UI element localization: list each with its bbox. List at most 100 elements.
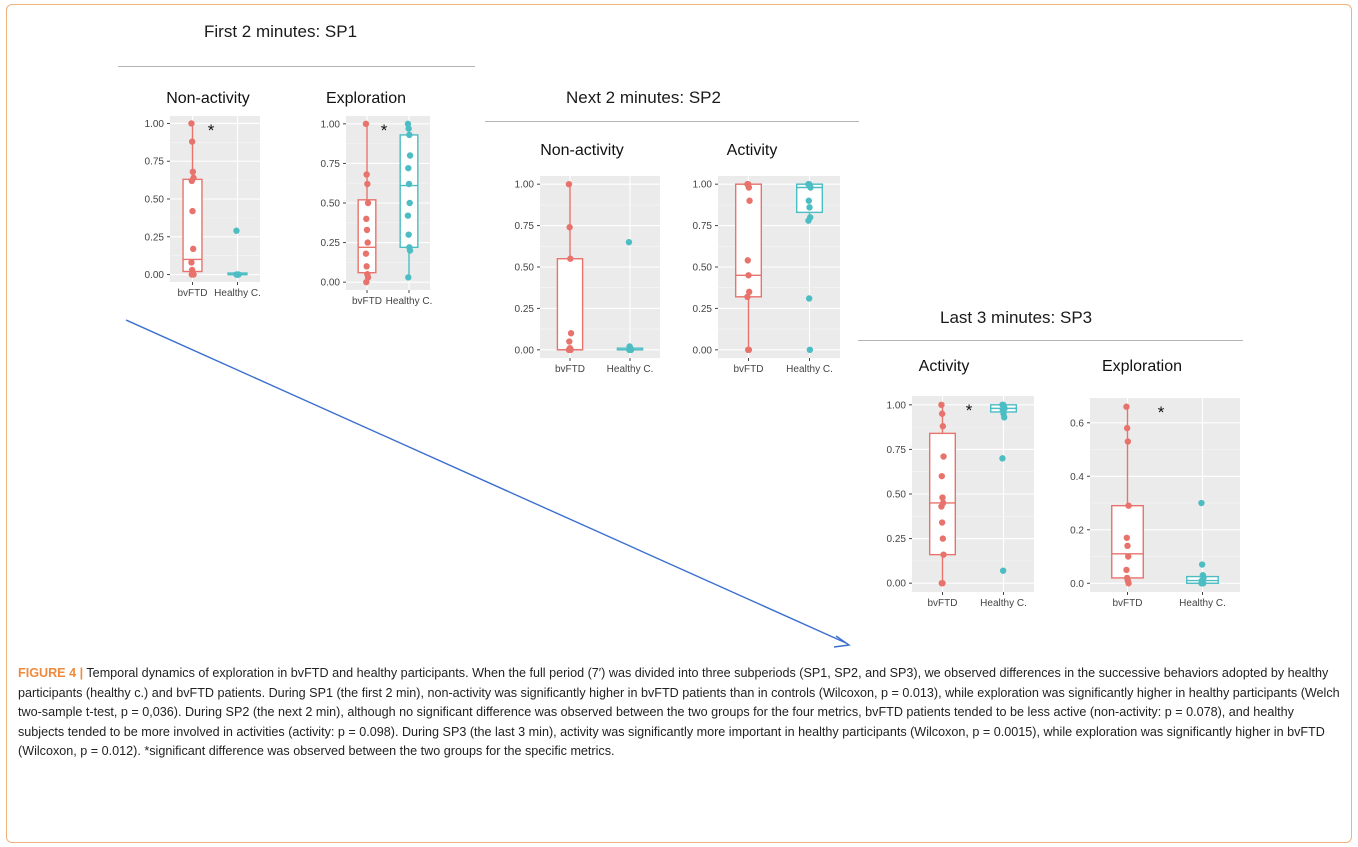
figure-frame (6, 4, 1352, 843)
data-point (405, 274, 412, 281)
chart-panel-sp1-exploration: Exploration 0.00 0.25 0.50 0.75 1.00 bvFTD Heal… (268, 82, 432, 317)
figure-caption: FIGURE 4 | Temporal dynamics of explorat… (18, 664, 1343, 762)
data-point (938, 519, 946, 526)
x-tick-label: Healthy C. (1179, 598, 1226, 609)
data-point (940, 453, 947, 460)
y-tick-label: 0.25 (693, 304, 713, 315)
data-point (1123, 534, 1130, 541)
significance-marker: * (966, 401, 973, 420)
x-tick-label: bvFTD (734, 364, 764, 375)
data-point (999, 567, 1007, 574)
x-tick-label: bvFTD (555, 364, 585, 375)
y-tick-label: 0.2 (1070, 525, 1084, 536)
data-point (1124, 542, 1131, 550)
data-point (565, 180, 573, 188)
chart-title: Non-activity (540, 142, 624, 159)
data-point (939, 579, 946, 587)
data-point (1125, 553, 1132, 560)
data-point (745, 272, 752, 279)
x-tick-label: Healthy C. (214, 288, 261, 299)
data-point (938, 472, 945, 480)
data-point (746, 288, 753, 296)
chart-panel-sp3-exploration: Exploration 0.0 0.2 0.4 0.6 bvFTD Healthy C. * (1038, 356, 1246, 626)
data-point (406, 199, 413, 207)
significance-marker: * (1158, 403, 1165, 422)
y-tick-label: 1.00 (321, 119, 341, 130)
data-point (405, 125, 412, 132)
significance-marker: * (381, 121, 388, 140)
group-title-sp3: Last 3 minutes: SP3 (940, 308, 1093, 327)
data-point (363, 226, 371, 234)
data-point (363, 263, 370, 270)
chart-svg: 0.00 0.25 0.50 0.75 1.00 bvFTD Healthy C. (693, 176, 840, 375)
figure-label: FIGURE 4 | (18, 666, 84, 680)
data-point (190, 245, 197, 253)
box (1111, 504, 1144, 579)
data-point (805, 197, 812, 204)
figure-caption-text: Temporal dynamics of exploration in bvFT… (18, 666, 1340, 759)
chart-svg: 0.00 0.25 0.50 0.75 1.00 bvFTD Healthy C. * (321, 116, 432, 307)
data-point (939, 494, 946, 501)
chart-title: Exploration (1101, 358, 1183, 375)
y-tick-label: 0.00 (321, 278, 341, 289)
group-rule-sp3 (858, 340, 1243, 341)
group-rule-sp1 (118, 66, 475, 67)
data-point (1198, 499, 1205, 507)
group-rule-sp2 (485, 121, 859, 122)
data-point (940, 551, 947, 558)
data-point (1124, 438, 1132, 445)
data-point (746, 197, 753, 204)
y-tick-label: 0.00 (693, 345, 713, 356)
y-tick-label: 0.4 (1070, 472, 1084, 483)
data-point (188, 138, 196, 145)
chart-panel-sp1-nonactivity: Non-activity 0.00 0.25 0.50 0.75 1.00 bvFTD Hea… (112, 82, 268, 317)
data-point (188, 120, 195, 127)
y-tick-label: 1.00 (887, 400, 907, 411)
data-point (364, 199, 372, 207)
data-point (188, 271, 195, 278)
box (399, 134, 419, 249)
chart-panel-sp3-activity: Activity 0.00 0.25 0.50 0.75 1.00 bvFTD Healthy… (852, 356, 1038, 626)
data-point (938, 503, 945, 510)
data-point (362, 250, 370, 257)
y-tick-label: 0.75 (515, 221, 535, 232)
data-point (363, 215, 370, 223)
data-point (363, 171, 370, 178)
y-tick-label: 0.50 (321, 199, 341, 210)
y-tick-label: 0.25 (145, 232, 165, 243)
chart-svg: 0.00 0.25 0.50 0.75 1.00 bvFTD Healthy C. * (145, 116, 261, 299)
x-tick-label: bvFTD (1113, 598, 1143, 609)
data-point (1123, 403, 1130, 410)
data-point (938, 410, 946, 417)
data-point (364, 239, 371, 246)
data-point (567, 330, 575, 337)
data-point (745, 184, 753, 191)
data-point (1001, 414, 1008, 421)
y-tick-label: 0.00 (887, 579, 907, 590)
box (357, 199, 377, 274)
significance-marker: * (208, 121, 215, 140)
data-point (805, 217, 812, 224)
chart-title: Activity (726, 142, 778, 159)
data-point (806, 346, 814, 354)
x-tick-label: bvFTD (178, 288, 208, 299)
data-point (406, 247, 414, 254)
data-point (404, 120, 412, 128)
x-tick-label: Healthy C. (386, 296, 432, 307)
chart-svg: 0.00 0.25 0.50 0.75 1.00 bvFTD Healthy C. * (887, 396, 1034, 609)
data-point (999, 455, 1006, 462)
data-point (1123, 424, 1131, 432)
data-point (566, 338, 573, 345)
data-point (1125, 502, 1132, 509)
data-point (938, 401, 945, 409)
x-tick-label: bvFTD (352, 296, 382, 307)
data-point (189, 168, 197, 176)
data-point (189, 207, 196, 215)
y-tick-label: 0.50 (887, 490, 907, 501)
y-tick-label: 0.75 (321, 159, 341, 170)
chart-svg: 0.00 0.25 0.50 0.75 1.00 bvFTD Healthy C. (515, 176, 660, 375)
data-point (362, 120, 370, 128)
y-tick-label: 0.50 (515, 263, 535, 274)
chart-panel-sp2-activity: Activity 0.00 0.25 0.50 0.75 1.00 bvFTD Healthy… (664, 136, 844, 396)
